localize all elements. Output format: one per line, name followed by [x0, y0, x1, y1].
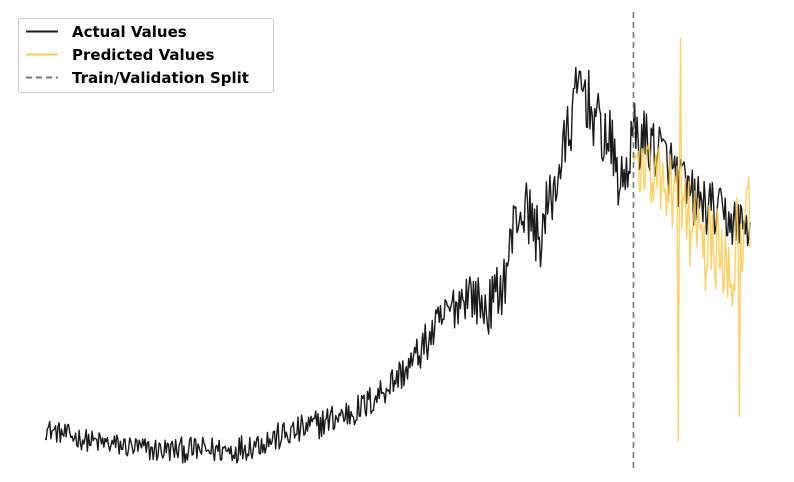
legend-frame — [18, 18, 274, 93]
plot-area — [44, 12, 751, 472]
legend-label-split: Train/Validation Split — [72, 69, 249, 87]
legend: Actual Values Predicted Values Train/Val… — [18, 18, 274, 93]
series-line-predicted — [632, 37, 751, 443]
series-line-actual — [44, 66, 751, 464]
legend-label-actual: Actual Values — [72, 23, 187, 41]
legend-label-predicted: Predicted Values — [72, 46, 215, 64]
